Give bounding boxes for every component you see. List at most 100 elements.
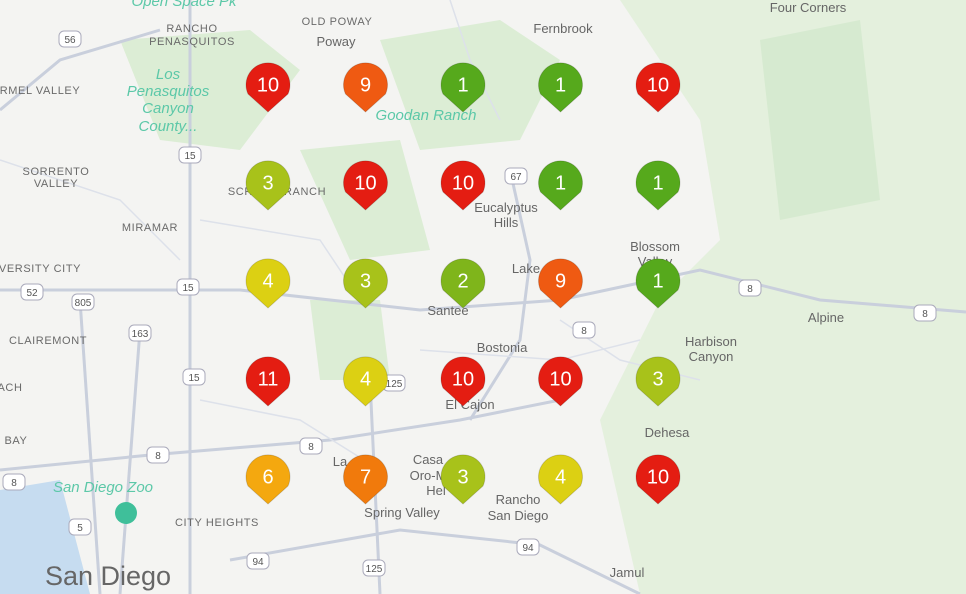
road-number: 5 — [77, 523, 83, 534]
marker-pin — [440, 356, 486, 407]
place-label: VALLEY — [34, 178, 78, 190]
marker-count: 10 — [452, 172, 474, 194]
road-number: 8 — [747, 284, 753, 295]
marker-count: 10 — [257, 74, 279, 96]
marker-count: 10 — [647, 466, 669, 488]
cluster-marker[interactable]: 3 — [635, 356, 681, 407]
marker-count: 3 — [360, 270, 371, 292]
place-label: San Diego — [488, 508, 549, 523]
marker-count: 10 — [354, 172, 376, 194]
cluster-marker[interactable]: 2 — [440, 258, 486, 309]
road-shield — [20, 283, 44, 301]
place-label: Poway — [316, 34, 356, 49]
place-label: CLAIREMONT — [9, 335, 87, 347]
place-label: SORRENTO — [23, 166, 90, 178]
cluster-marker[interactable]: 3 — [245, 160, 291, 211]
cluster-marker[interactable]: 9 — [343, 62, 388, 113]
place-label: OLD POWAY — [302, 16, 373, 28]
marker-count: 4 — [555, 466, 566, 488]
cluster-marker[interactable]: 1 — [635, 258, 681, 309]
cluster-marker[interactable]: 1 — [538, 160, 583, 211]
marker-pin — [343, 454, 388, 505]
marker-count: 9 — [555, 270, 566, 292]
road-shield — [68, 518, 92, 536]
marker-count: 1 — [652, 172, 663, 194]
marker-count: 10 — [549, 368, 571, 390]
cluster-marker[interactable]: 4 — [343, 356, 388, 407]
road-shield — [178, 146, 202, 164]
marker-pin — [245, 160, 291, 211]
road-shield — [128, 324, 152, 342]
place-label: Four Corners — [770, 0, 847, 15]
marker-pin — [245, 62, 291, 113]
place-labels: Open Space Pk RANCHO PENASQUITOS OLD POW… — [0, 0, 847, 591]
place-label: RANCHO — [166, 23, 217, 35]
road-number: 8 — [11, 478, 17, 489]
road-number: 67 — [510, 172, 522, 183]
marker-count: 10 — [452, 368, 474, 390]
cluster-marker[interactable]: 7 — [343, 454, 388, 505]
marker-count: 4 — [262, 270, 273, 292]
cluster-marker[interactable]: 11 — [245, 356, 291, 407]
cluster-marker[interactable]: 1 — [538, 62, 583, 113]
cluster-marker[interactable]: 4 — [245, 258, 291, 309]
marker-count: 1 — [652, 270, 663, 292]
cluster-marker[interactable]: 4 — [538, 454, 583, 505]
marker-count: 11 — [258, 368, 279, 390]
place-label: Hills — [494, 215, 519, 230]
cluster-marker[interactable]: 3 — [440, 454, 486, 505]
marker-pin — [635, 258, 681, 309]
marker-pin — [635, 62, 681, 113]
place-label: Casa — [413, 452, 444, 467]
road-shield — [58, 30, 82, 48]
cluster-marker[interactable]: 9 — [538, 258, 583, 309]
cluster-marker[interactable]: 10 — [538, 356, 583, 407]
road-number: 125 — [386, 379, 403, 390]
road-number: 15 — [182, 283, 194, 294]
marker-pin — [538, 160, 583, 211]
place-label: Rancho — [496, 492, 541, 507]
road-shield — [504, 167, 528, 185]
road-shield — [516, 538, 540, 556]
cluster-marker[interactable]: 10 — [635, 454, 681, 505]
place-label: Bostonia — [477, 340, 528, 355]
marker-pin — [440, 258, 486, 309]
cluster-marker[interactable]: 10 — [440, 160, 486, 211]
road-number: 8 — [922, 309, 928, 320]
place-label: Fernbrook — [533, 21, 593, 36]
marker-count: 3 — [262, 172, 273, 194]
road-shield — [71, 293, 95, 311]
place-label: Hel — [426, 483, 446, 498]
cluster-marker[interactable]: 10 — [343, 160, 388, 211]
road-number: 94 — [522, 543, 534, 554]
park-label: Los — [156, 66, 181, 83]
marker-pin — [538, 62, 583, 113]
road-shield — [2, 473, 26, 491]
road-shield — [572, 321, 596, 339]
place-label: Harbison — [685, 334, 737, 349]
place-label: BAY — [5, 435, 28, 447]
marker-pin — [538, 258, 583, 309]
marker-count: 6 — [262, 466, 273, 488]
place-label: PENASQUITOS — [149, 36, 235, 48]
cluster-marker[interactable]: 3 — [343, 258, 388, 309]
marker-pin — [245, 454, 291, 505]
zoo-icon — [115, 502, 137, 524]
road-number: 52 — [26, 288, 38, 299]
place-label: Santee — [427, 303, 468, 318]
cluster-marker[interactable]: 10 — [245, 62, 291, 113]
road-shield — [299, 437, 323, 455]
place-label: Lake — [512, 261, 540, 276]
marker-pin — [538, 356, 583, 407]
cluster-marker[interactable]: 10 — [635, 62, 681, 113]
cluster-marker[interactable]: 10 — [440, 356, 486, 407]
marker-count: 4 — [360, 368, 371, 390]
cluster-marker[interactable]: 1 — [440, 62, 486, 113]
place-label: Spring Valley — [364, 505, 440, 520]
marker-count: 7 — [360, 466, 371, 488]
road-number: 56 — [64, 35, 76, 46]
park-label: Canyon — [142, 100, 194, 117]
place-label: MIRAMAR — [122, 222, 178, 234]
cluster-marker[interactable]: 1 — [635, 160, 681, 211]
cluster-marker[interactable]: 6 — [245, 454, 291, 505]
